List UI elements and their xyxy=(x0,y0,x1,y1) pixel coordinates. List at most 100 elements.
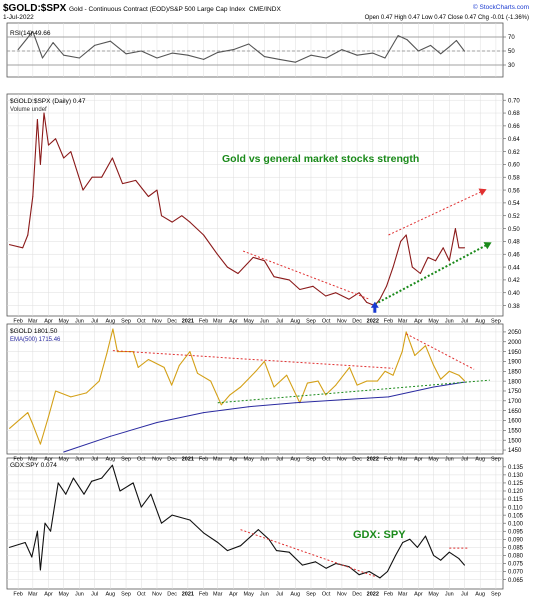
data-point xyxy=(419,273,421,274)
y-tick-label: 1700 xyxy=(508,399,522,405)
data-point xyxy=(217,51,219,53)
y-tick-label: 0.68 xyxy=(508,111,520,117)
data-point xyxy=(101,477,103,479)
data-point xyxy=(395,554,397,556)
data-point xyxy=(366,301,368,303)
data-point xyxy=(111,464,113,466)
data-point xyxy=(384,57,386,59)
data-point xyxy=(43,112,45,114)
data-point xyxy=(433,554,435,556)
data-point xyxy=(189,351,191,353)
data-point xyxy=(416,546,418,548)
data-point xyxy=(210,380,212,382)
x-tick-label: Apr xyxy=(44,457,53,463)
y-tick-label: 0.58 xyxy=(508,175,520,181)
data-point xyxy=(156,189,158,191)
x-tick-label: Mar xyxy=(213,319,223,325)
data-point xyxy=(94,44,96,46)
data-point xyxy=(458,247,460,249)
data-point xyxy=(425,535,426,537)
data-point xyxy=(72,477,74,479)
chart-annotation: Gold vs general market stocks strength xyxy=(222,153,419,165)
x-tick-label: Jul xyxy=(461,592,468,598)
y-tick-label: 1500 xyxy=(508,438,522,444)
y-tick-label: 1750 xyxy=(508,389,522,395)
data-point xyxy=(161,522,162,524)
x-tick-label: 2021 xyxy=(182,319,194,325)
x-tick-label: May xyxy=(59,319,70,325)
data-point xyxy=(273,386,275,388)
data-point xyxy=(42,57,43,59)
data-point xyxy=(464,247,465,249)
data-point xyxy=(52,42,54,44)
data-point xyxy=(36,530,38,532)
data-point xyxy=(257,529,259,531)
x-tick-label: Oct xyxy=(322,319,331,325)
y-tick-label: 0.42 xyxy=(508,278,520,284)
series-line-rsi-14- xyxy=(17,30,465,63)
gold-spx-ratio-panel: 0.70 0.68 0.66 0.64 0.62 0.60 0.58 0.56 0.54 0.52… xyxy=(6,93,520,317)
data-point xyxy=(252,256,254,258)
y-tick-label: 0.48 xyxy=(508,240,520,246)
x-tick-label: Aug xyxy=(290,592,300,598)
data-point xyxy=(197,372,198,374)
data-point xyxy=(22,247,24,249)
data-point xyxy=(189,519,191,521)
red-trendline xyxy=(242,250,370,300)
x-tick-label: Apr xyxy=(414,592,423,598)
data-point xyxy=(325,394,327,396)
data-point xyxy=(78,57,80,59)
x-tick-label: May xyxy=(243,592,254,598)
y-tick-label: 0.50 xyxy=(508,227,520,233)
y-tick-label: 0.075 xyxy=(508,562,524,568)
data-point xyxy=(82,189,84,191)
data-point xyxy=(366,380,368,382)
data-point xyxy=(32,423,34,425)
x-tick-label: Jul xyxy=(461,457,468,463)
series-line--gold xyxy=(9,328,465,445)
data-point xyxy=(448,370,450,372)
x-tick-label: Nov xyxy=(152,319,162,325)
x-tick-label: Jul xyxy=(276,319,283,325)
data-point xyxy=(276,550,277,552)
data-point xyxy=(435,260,437,262)
x-tick-label: Apr xyxy=(414,457,423,463)
data-point xyxy=(106,353,108,355)
data-point xyxy=(181,215,183,217)
panel-frame xyxy=(6,22,504,78)
x-tick-label: Nov xyxy=(337,457,347,463)
data-point xyxy=(147,359,149,360)
data-point xyxy=(348,298,350,300)
x-tick-label: May xyxy=(59,457,70,463)
data-point xyxy=(263,260,265,262)
data-point xyxy=(48,416,49,418)
x-tick-label: Aug xyxy=(290,319,300,325)
y-tick-label: 1850 xyxy=(508,369,522,375)
y-tick-label: 1650 xyxy=(508,409,522,415)
data-point xyxy=(187,54,189,56)
data-point xyxy=(55,390,57,392)
rsi-panel: 70 50 30 RSI(14) 49.66 xyxy=(6,22,515,78)
x-tick-label: Sep xyxy=(491,457,501,463)
data-point xyxy=(317,380,319,382)
red-trendline xyxy=(112,350,394,369)
data-point xyxy=(240,545,242,547)
data-point xyxy=(356,384,358,386)
y-tick-label: 0.110 xyxy=(508,505,523,511)
data-point xyxy=(119,490,121,492)
y-tick-label: 0.090 xyxy=(508,537,524,543)
data-point xyxy=(248,43,250,45)
data-point xyxy=(203,58,205,60)
x-tick-label: Dec xyxy=(352,457,362,463)
data-point xyxy=(150,493,152,495)
panel-legend-secondary: EMA(500) 1715.46 xyxy=(10,337,61,343)
x-tick-label: Feb xyxy=(13,319,22,325)
x-tick-label: 2022 xyxy=(367,319,379,325)
x-tick-label: Feb xyxy=(199,457,208,463)
x-tick-label: Mar xyxy=(398,592,408,598)
data-point xyxy=(440,559,442,561)
y-tick-label: 0.60 xyxy=(508,163,520,169)
header-date: 1-Jul-2022 xyxy=(3,14,34,21)
data-point xyxy=(36,119,38,120)
data-point xyxy=(217,542,219,543)
